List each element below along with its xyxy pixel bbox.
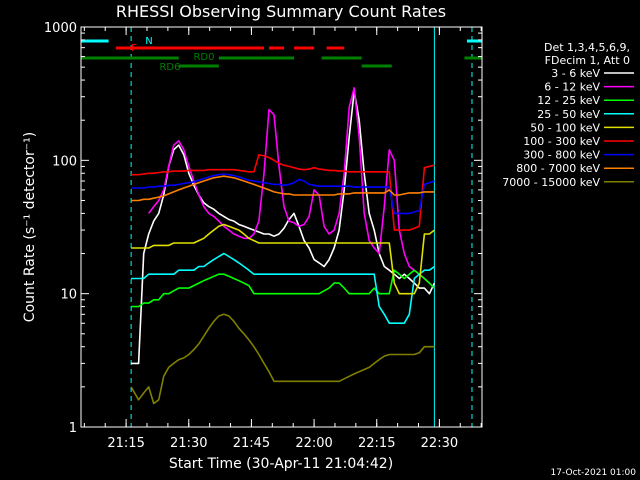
status-bars: NF RD0 RD6 bbox=[81, 36, 482, 73]
series-line-6-12-kev bbox=[148, 87, 435, 289]
status-label-n: N bbox=[145, 36, 152, 47]
series-line-300-800-kev bbox=[131, 173, 435, 215]
series-line-3-6-kev bbox=[131, 90, 436, 365]
x-tick-label-22-00: 22:00 bbox=[295, 436, 332, 451]
legend-label-12-25-kev: 12 - 25 keV bbox=[537, 94, 600, 107]
legend-label-6-12-kev: 6 - 12 keV bbox=[544, 81, 600, 94]
y-tick-label-100: 100 bbox=[52, 154, 77, 169]
axes: 21:15 21:30 21:45 22:00 22:15 22:30 1 10 100 1000 bbox=[44, 21, 482, 451]
status-label-rd0: RD0 bbox=[193, 52, 214, 63]
legend-label-25-50-kev: 25 - 50 keV bbox=[537, 108, 600, 121]
series-line-50-100-kev bbox=[131, 223, 435, 295]
y-tick-label-1000: 1000 bbox=[44, 21, 77, 36]
x-tick-label-21-30: 21:30 bbox=[170, 436, 207, 451]
x-axis-label: Start Time (30-Apr-11 21:04:42) bbox=[169, 456, 393, 472]
legend-header-1: FDecim 1, Att 0 bbox=[545, 54, 630, 67]
series-line-7000-15000-kev bbox=[130, 313, 435, 405]
legend-label-800-7000-kev: 800 - 7000 keV bbox=[516, 162, 600, 175]
legend-label-50-100-kev: 50 - 100 keV bbox=[530, 121, 600, 134]
series-line-100-300-kev bbox=[131, 154, 435, 231]
x-tick-label-22-15: 22:15 bbox=[358, 436, 395, 451]
y-axis-label: Count Rate (s⁻¹ detector⁻¹) bbox=[22, 132, 38, 322]
y-tick-label-1: 1 bbox=[69, 421, 77, 436]
legend-label-300-800-kev: 300 - 800 keV bbox=[523, 149, 600, 162]
status-label-f: F bbox=[131, 43, 137, 54]
legend-label-100-300-kev: 100 - 300 keV bbox=[523, 135, 600, 148]
series-line-25-50-kev bbox=[131, 252, 435, 325]
chart-title: RHESSI Observing Summary Count Rates bbox=[116, 2, 446, 21]
legend-label-3-6-kev: 3 - 6 keV bbox=[551, 67, 600, 80]
legend-header-0: Det 1,3,4,5,6,9, bbox=[544, 41, 630, 54]
legend: Det 1,3,4,5,6,9,FDecim 1, Att 03 - 6 keV… bbox=[502, 41, 634, 189]
series-line-800-7000-kev bbox=[131, 175, 435, 202]
x-tick-label-21-15: 21:15 bbox=[107, 436, 144, 451]
x-tick-label-22-30: 22:30 bbox=[421, 436, 458, 451]
legend-label-7000-15000-kev: 7000 - 15000 keV bbox=[502, 176, 600, 189]
status-label-rd6: RD6 bbox=[159, 62, 180, 73]
y-tick-label-10: 10 bbox=[60, 288, 77, 303]
x-tick-label-21-45: 21:45 bbox=[233, 436, 270, 451]
timestamp: 17-Oct-2021 01:00 bbox=[551, 468, 637, 478]
plot-frame bbox=[80, 26, 483, 428]
series-layer bbox=[130, 87, 436, 405]
series-line-12-25-kev bbox=[131, 269, 435, 308]
